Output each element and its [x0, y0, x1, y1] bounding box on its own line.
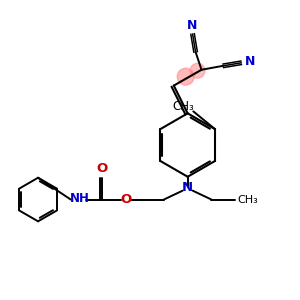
- Circle shape: [190, 63, 205, 78]
- Text: NH: NH: [70, 192, 90, 205]
- Circle shape: [177, 68, 194, 85]
- Text: CH₃: CH₃: [238, 194, 259, 205]
- Text: O: O: [121, 193, 132, 206]
- Text: CH₃: CH₃: [172, 100, 194, 113]
- Text: N: N: [245, 55, 255, 68]
- Text: N: N: [186, 19, 197, 32]
- Text: N: N: [182, 181, 193, 194]
- Text: O: O: [97, 162, 108, 175]
